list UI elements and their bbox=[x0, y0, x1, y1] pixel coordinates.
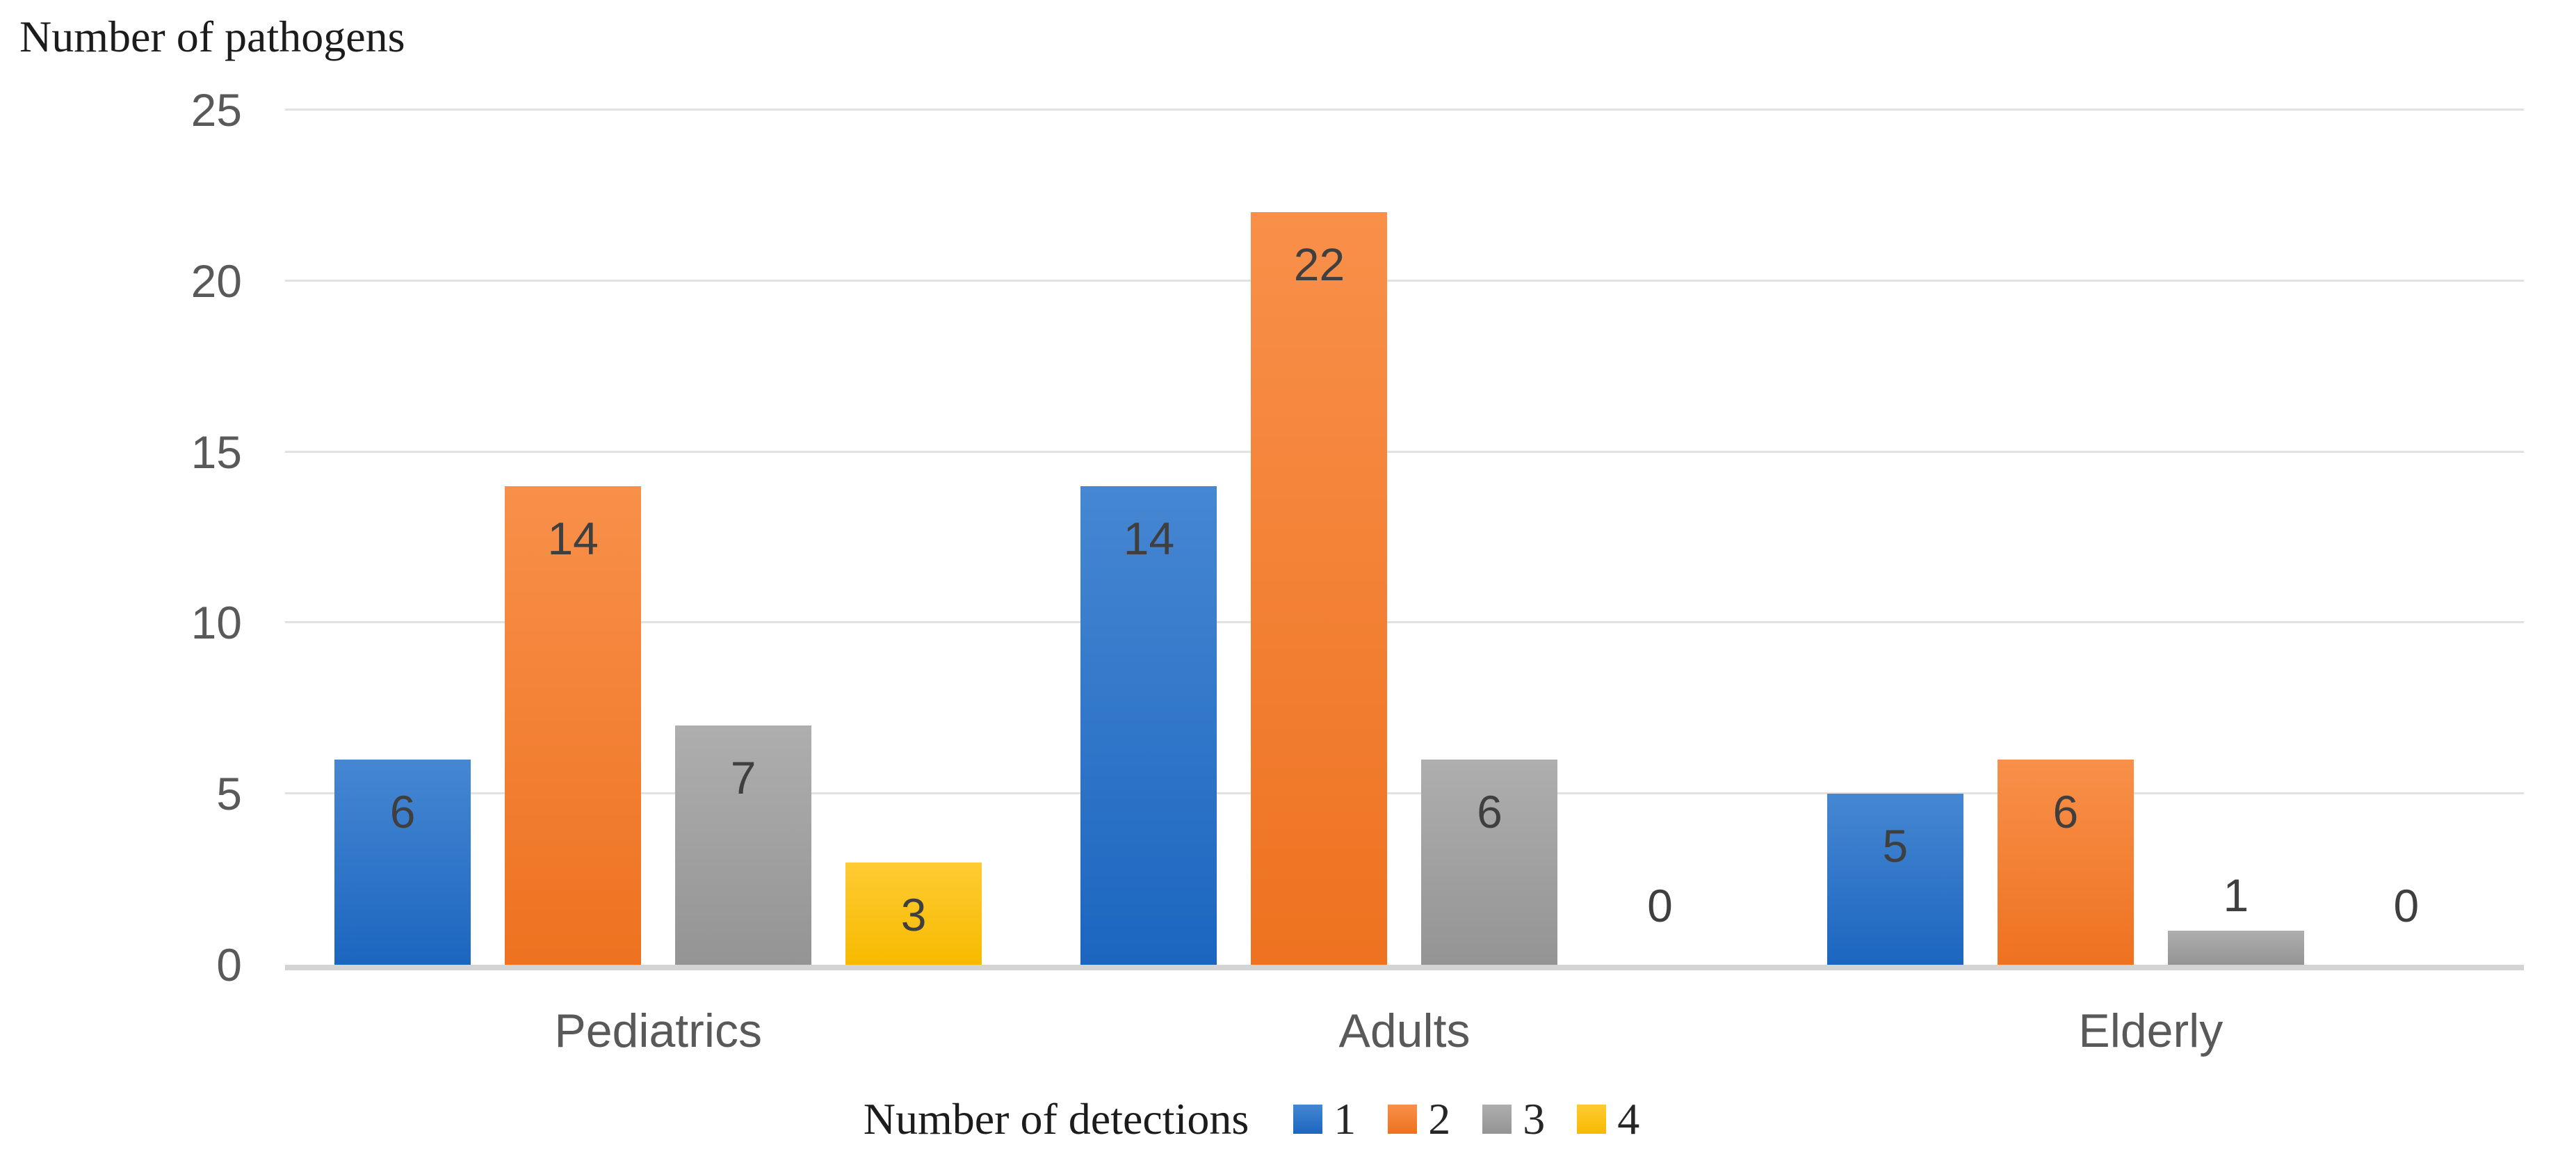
bar-group-elderly: 5 6 1 0 bbox=[1778, 110, 2524, 970]
y-tick-label: 10 bbox=[191, 597, 242, 649]
data-label: 14 bbox=[1123, 512, 1175, 564]
y-axis-title: Number of pathogens bbox=[19, 12, 405, 61]
bar-elderly-series-1 bbox=[1826, 794, 1963, 965]
data-label: 6 bbox=[1477, 786, 1502, 838]
legend-swatch-icon bbox=[1293, 1105, 1323, 1134]
bar-slot-series-3: 6 bbox=[1421, 760, 1558, 965]
legend-entry-4: 4 bbox=[1577, 1097, 1639, 1141]
legend-entry-label: 3 bbox=[1523, 1094, 1546, 1144]
data-label: 7 bbox=[730, 751, 756, 803]
bar-pediatrics-series-4 bbox=[845, 862, 982, 965]
y-tick-label: 0 bbox=[216, 939, 242, 990]
bar-slot-series-2: 6 bbox=[1997, 760, 2134, 965]
data-label: 14 bbox=[547, 512, 599, 564]
gridline bbox=[285, 621, 2524, 624]
bar-slot-series-3: 7 bbox=[675, 725, 812, 965]
y-tick-label: 20 bbox=[191, 255, 242, 307]
data-label: 0 bbox=[1647, 880, 1673, 931]
category-labels: Pediatrics Adults Elderly bbox=[285, 1007, 2524, 1054]
y-tick-label: 15 bbox=[191, 426, 242, 478]
x-axis-line bbox=[285, 965, 2524, 970]
legend-entry-label: 1 bbox=[1334, 1094, 1356, 1144]
data-label: 6 bbox=[389, 786, 416, 838]
legend-entry-1: 1 bbox=[1293, 1097, 1356, 1141]
bar-adults-series-1 bbox=[1080, 486, 1217, 965]
bar-adults-series-2 bbox=[1251, 212, 1388, 965]
legend-swatch-icon bbox=[1388, 1105, 1418, 1134]
bar-elderly-series-3 bbox=[2167, 930, 2304, 965]
gridline bbox=[285, 279, 2524, 282]
bar-adults-series-3 bbox=[1421, 760, 1558, 965]
legend-entry-label: 2 bbox=[1428, 1094, 1451, 1144]
bar-pediatrics-series-3 bbox=[675, 725, 812, 965]
legend: Number of detections 1 2 3 4 bbox=[0, 1093, 2503, 1145]
bar-slot-series-1: 5 bbox=[1826, 794, 1963, 965]
bar-slot-series-3: 1 bbox=[2167, 872, 2304, 965]
legend-swatch-icon bbox=[1577, 1105, 1607, 1134]
bar-slot-series-2: 14 bbox=[505, 486, 642, 965]
data-label: 5 bbox=[1882, 820, 1909, 872]
legend-entry-2: 2 bbox=[1388, 1097, 1450, 1141]
bar-pediatrics-series-1 bbox=[334, 760, 471, 965]
category-label-pediatrics: Pediatrics bbox=[554, 1004, 762, 1057]
legend-entry-3: 3 bbox=[1482, 1097, 1545, 1141]
bar-pediatrics-series-2 bbox=[505, 486, 642, 965]
gridline bbox=[285, 450, 2524, 453]
bar-slot-series-4: 3 bbox=[845, 862, 982, 965]
category-label-elderly: Elderly bbox=[2078, 1004, 2223, 1057]
gridline bbox=[285, 109, 2524, 111]
data-label: 6 bbox=[2052, 786, 2079, 838]
legend-swatch-icon bbox=[1482, 1105, 1512, 1134]
bar-group-pediatrics: 6 14 7 3 bbox=[285, 110, 1031, 970]
data-label: 0 bbox=[2393, 880, 2420, 931]
y-axis-tick-labels: 0 5 10 15 20 25 bbox=[0, 87, 242, 988]
legend-title: Number of detections bbox=[863, 1094, 1249, 1144]
legend-entry-label: 4 bbox=[1617, 1094, 1640, 1144]
gridline bbox=[285, 792, 2524, 795]
data-label: 22 bbox=[1293, 239, 1345, 291]
legend-entries: 1 2 3 4 bbox=[1293, 1097, 1639, 1141]
y-tick-label: 25 bbox=[191, 84, 242, 136]
bar-slot-series-2: 22 bbox=[1251, 212, 1388, 965]
data-label: 3 bbox=[900, 888, 927, 940]
bar-slot-series-1: 6 bbox=[334, 760, 471, 965]
plot-area: 6 14 7 3 14 22 6 0 5 6 1 0 bbox=[285, 109, 2524, 970]
bar-groups: 6 14 7 3 14 22 6 0 5 6 1 0 bbox=[285, 110, 2524, 970]
category-label-adults: Adults bbox=[1338, 1004, 1471, 1057]
bar-elderly-series-2 bbox=[1997, 760, 2134, 965]
bar-group-adults: 14 22 6 0 bbox=[1031, 110, 1777, 970]
y-tick-label: 5 bbox=[216, 768, 242, 820]
data-label: 1 bbox=[2223, 869, 2249, 921]
bar-slot-series-1: 14 bbox=[1080, 486, 1217, 965]
